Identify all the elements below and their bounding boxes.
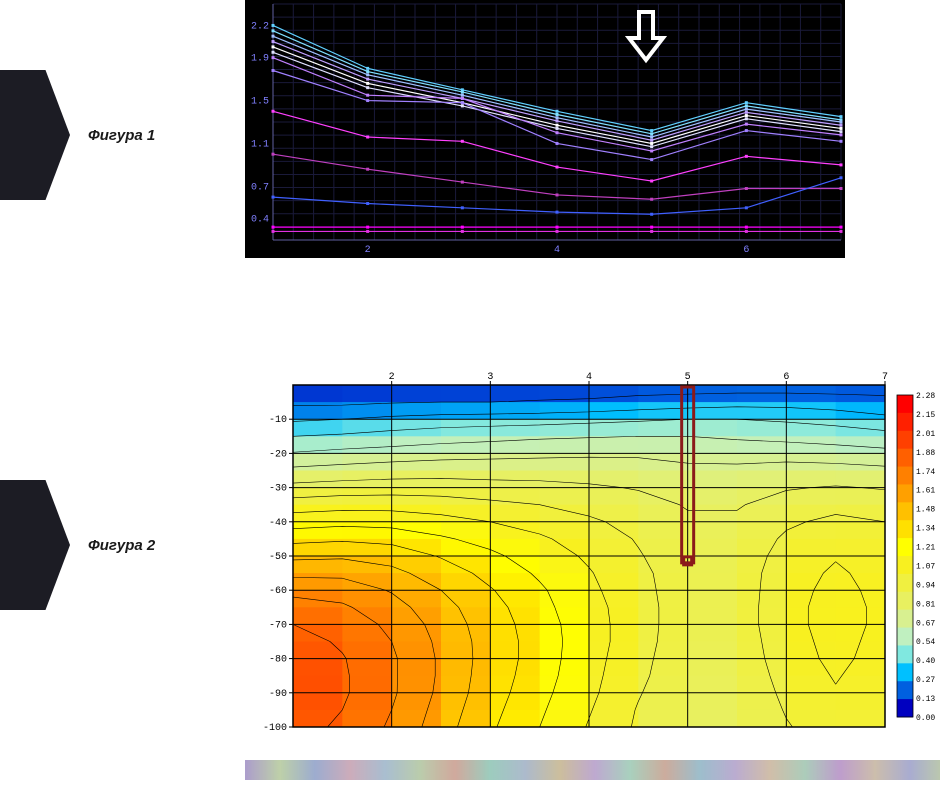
svg-text:1.07: 1.07 xyxy=(916,562,935,571)
svg-text:1.74: 1.74 xyxy=(916,468,935,477)
svg-text:1.1: 1.1 xyxy=(251,139,269,150)
svg-text:2.01: 2.01 xyxy=(916,430,935,439)
svg-text:0.94: 0.94 xyxy=(916,581,935,590)
svg-text:0.4: 0.4 xyxy=(251,215,269,226)
svg-text:0.40: 0.40 xyxy=(916,657,935,666)
svg-text:1.34: 1.34 xyxy=(916,525,935,534)
svg-text:-80: -80 xyxy=(269,655,287,666)
svg-text:2: 2 xyxy=(365,245,371,256)
figure-2-pointer: Фигура 2 xyxy=(0,480,155,610)
svg-text:-60: -60 xyxy=(269,586,287,597)
svg-text:-40: -40 xyxy=(269,518,287,529)
svg-text:6: 6 xyxy=(743,245,749,256)
down-arrow-icon xyxy=(625,8,667,64)
contour-chart: 234567-10-20-30-40-50-60-70-80-90-1000.0… xyxy=(245,365,940,735)
svg-text:0.27: 0.27 xyxy=(916,676,935,685)
svg-text:-30: -30 xyxy=(269,484,287,495)
svg-text:1.88: 1.88 xyxy=(916,449,935,458)
svg-text:0.81: 0.81 xyxy=(916,600,935,609)
svg-text:0.00: 0.00 xyxy=(916,714,935,723)
svg-text:1.48: 1.48 xyxy=(916,506,935,515)
svg-text:2.15: 2.15 xyxy=(916,411,935,420)
contour-chart-svg: 234567-10-20-30-40-50-60-70-80-90-1000.0… xyxy=(245,365,940,735)
noise-strip xyxy=(245,760,940,780)
pentagon-shape xyxy=(0,70,70,200)
svg-text:1.21: 1.21 xyxy=(916,544,935,553)
figure-2-label: Фигура 2 xyxy=(88,537,155,554)
svg-text:1.5: 1.5 xyxy=(251,97,269,108)
svg-text:0.54: 0.54 xyxy=(916,638,935,647)
figure-1-pointer: Фигура 1 xyxy=(0,70,155,200)
figure-1-label: Фигура 1 xyxy=(88,127,155,144)
svg-text:2.2: 2.2 xyxy=(251,21,269,32)
svg-text:0.7: 0.7 xyxy=(251,182,269,193)
svg-text:4: 4 xyxy=(554,245,560,256)
svg-text:-90: -90 xyxy=(269,689,287,700)
svg-text:1.9: 1.9 xyxy=(251,54,269,65)
line-chart-svg: 0.4 0.7 1.1 1.5 1.9 2.2 2 4 6 xyxy=(245,0,845,258)
svg-text:-70: -70 xyxy=(269,620,287,631)
svg-text:0.13: 0.13 xyxy=(916,695,935,704)
svg-text:-100: -100 xyxy=(263,723,287,734)
line-chart: 0.4 0.7 1.1 1.5 1.9 2.2 2 4 6 xyxy=(245,0,845,258)
svg-text:1.61: 1.61 xyxy=(916,487,935,496)
svg-text:-50: -50 xyxy=(269,552,287,563)
pentagon-shape xyxy=(0,480,70,610)
svg-text:0.67: 0.67 xyxy=(916,619,935,628)
svg-text:2.28: 2.28 xyxy=(916,392,935,401)
svg-text:-20: -20 xyxy=(269,449,287,460)
svg-text:-10: -10 xyxy=(269,415,287,426)
